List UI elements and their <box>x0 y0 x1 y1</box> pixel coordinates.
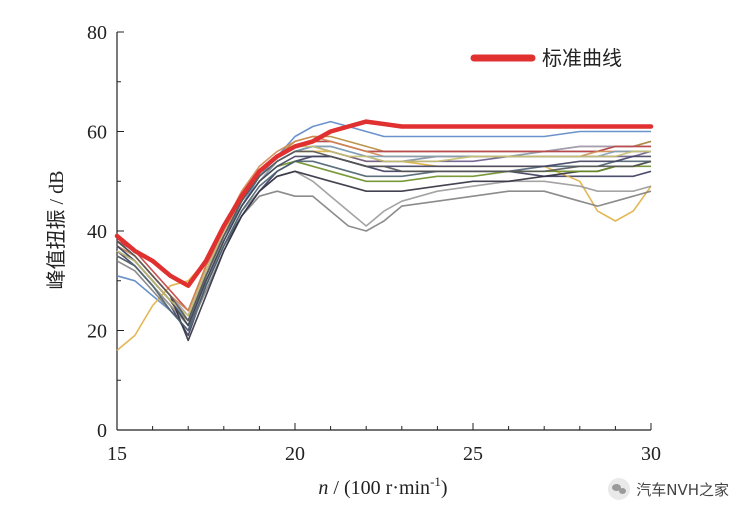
axes <box>116 31 652 431</box>
y-axis-title: 峰值扭振 / dB <box>45 171 68 290</box>
standard-curve <box>114 119 654 288</box>
x-tick-label: 20 <box>285 443 305 465</box>
y-tick-label: 60 <box>87 122 107 144</box>
x-tick-label: 25 <box>463 443 483 465</box>
y-tick-label: 20 <box>87 321 107 343</box>
legend-label: 标准曲线 <box>542 46 622 70</box>
measured-curve-18 <box>116 150 652 322</box>
wechat-icon <box>608 478 631 500</box>
x-axis-title-sup: -1 <box>430 474 441 489</box>
x-axis-title-var: n <box>318 477 328 499</box>
y-tick-label: 40 <box>87 221 107 243</box>
measured-curves <box>116 120 652 352</box>
standard-curve-group <box>114 119 654 288</box>
y-tick-label: 80 <box>87 22 107 44</box>
x-tick-label: 15 <box>107 443 127 465</box>
measured-curve-13 <box>116 160 651 332</box>
x-axis-title: n / (100 r·min-1) <box>318 474 447 499</box>
tick-labels: 0 20 40 60 80 15 20 25 30 <box>87 22 661 465</box>
x-axis-title-unit: / (100 r·min <box>328 477 430 499</box>
measured-curve-8 <box>116 160 652 342</box>
watermark: 汽车NVH之家 <box>608 478 729 500</box>
watermark-text: 汽车NVH之家 <box>636 480 729 499</box>
measured-curve-17 <box>116 145 651 317</box>
x-axis-title-close: ) <box>441 477 448 499</box>
legend: 标准曲线 <box>470 46 622 70</box>
x-tick-label: 30 <box>641 443 661 465</box>
y-tick-label: 0 <box>97 420 107 442</box>
